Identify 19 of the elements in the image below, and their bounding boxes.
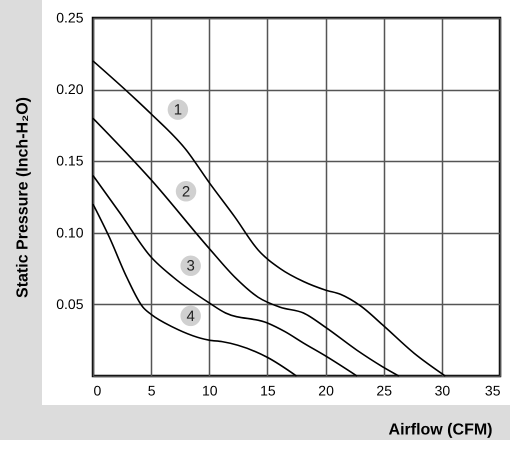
x-tick-label: 35	[484, 382, 501, 398]
x-tick-label: 30	[434, 382, 450, 398]
x-tick-label: 5	[148, 382, 156, 398]
y-tick-label: 0.20	[56, 81, 84, 98]
y-axis-title: Static Pressure (Inch-H₂O)	[14, 97, 32, 298]
x-tick-label: 0	[94, 382, 102, 398]
x-tick-label: 10	[202, 382, 218, 398]
annotation: 1	[174, 102, 182, 119]
y-tick-label: 0.05	[56, 296, 84, 312]
y-tick-label: 0.25	[56, 10, 84, 26]
y-tick-label: 0.15	[56, 152, 84, 169]
annotation: 3	[186, 258, 195, 275]
annotation: 2	[182, 183, 190, 200]
x-tick-label: 25	[376, 382, 392, 398]
y-tick-label: 0.10	[56, 224, 84, 240]
x-tick-label: 15	[260, 382, 276, 398]
x-tick-label: 20	[318, 382, 334, 398]
annotation: 4	[186, 308, 195, 325]
x-axis-title: Airflow (CFM)	[388, 422, 492, 438]
